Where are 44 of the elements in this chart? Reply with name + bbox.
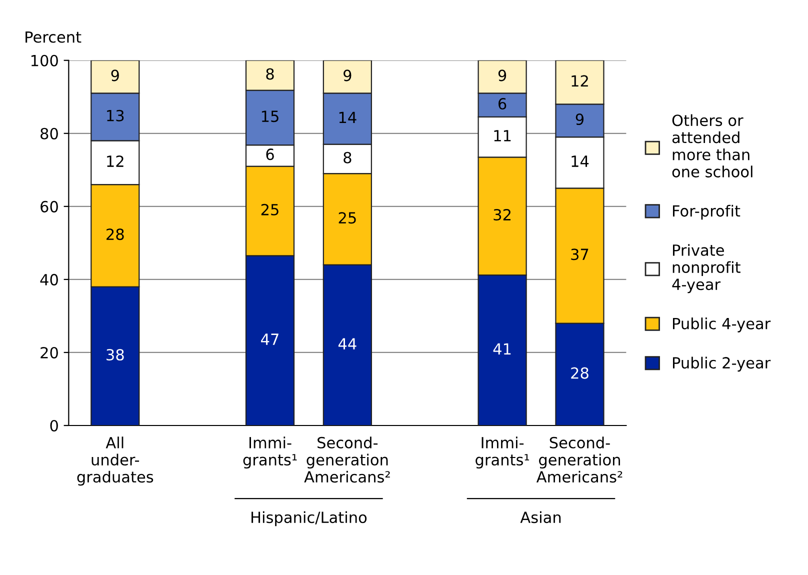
legend-label: Public 2-year	[672, 356, 771, 372]
data-label: 37	[571, 248, 588, 260]
text: Hispanic/Latino	[252, 511, 367, 526]
y-tick-label: 80	[40, 128, 58, 140]
data-label: 32	[494, 208, 510, 221]
data-label: 25	[338, 212, 356, 224]
x-tick-label: Second- generation Americans²	[304, 436, 390, 483]
data-label: 12	[107, 155, 124, 167]
data-label: 41	[493, 343, 511, 354]
y-axis-title: Percent	[26, 31, 82, 43]
data-label: 9	[576, 113, 584, 126]
data-label: 13	[107, 110, 124, 122]
data-label: 8	[344, 152, 352, 164]
x-tick-label: Second- generation Americans²	[536, 436, 622, 483]
data-label: 28	[571, 367, 588, 379]
text: Asian	[520, 511, 561, 524]
x-tick-label: All under- graduates	[77, 436, 154, 486]
y-tick-label: 0	[50, 420, 58, 432]
x-tick-label: Immi- grants¹	[243, 436, 297, 469]
data-label: 44	[338, 338, 356, 350]
data-label: 6	[266, 148, 274, 160]
data-label: 9	[498, 70, 506, 82]
data-label: 12	[572, 75, 588, 86]
legend-label: Others or attended more than one school	[672, 114, 752, 178]
x-tick-label: Immi- grants¹	[476, 436, 530, 469]
data-label: 6	[498, 98, 506, 110]
data-label: 9	[344, 70, 352, 82]
data-label: 28	[106, 228, 124, 240]
legend-label: Private nonprofit 4-year	[672, 244, 740, 294]
y-tick-label: 20	[40, 346, 58, 358]
data-label: 9	[111, 70, 119, 82]
data-label: 11	[494, 130, 511, 142]
legend-label: For-profit	[672, 204, 740, 220]
data-label: 15	[262, 110, 278, 122]
data-label: 14	[339, 112, 356, 124]
data-label: 14	[572, 156, 589, 167]
y-tick-label: 60	[40, 200, 58, 212]
data-label: 47	[261, 334, 278, 345]
y-tick-label: 40	[40, 274, 58, 286]
legend-label: Public 4-year	[672, 318, 771, 332]
data-label: 25	[261, 204, 278, 216]
data-label: 8	[266, 68, 274, 80]
y-tick-label: 100	[31, 54, 58, 66]
data-label: 38	[106, 349, 124, 361]
